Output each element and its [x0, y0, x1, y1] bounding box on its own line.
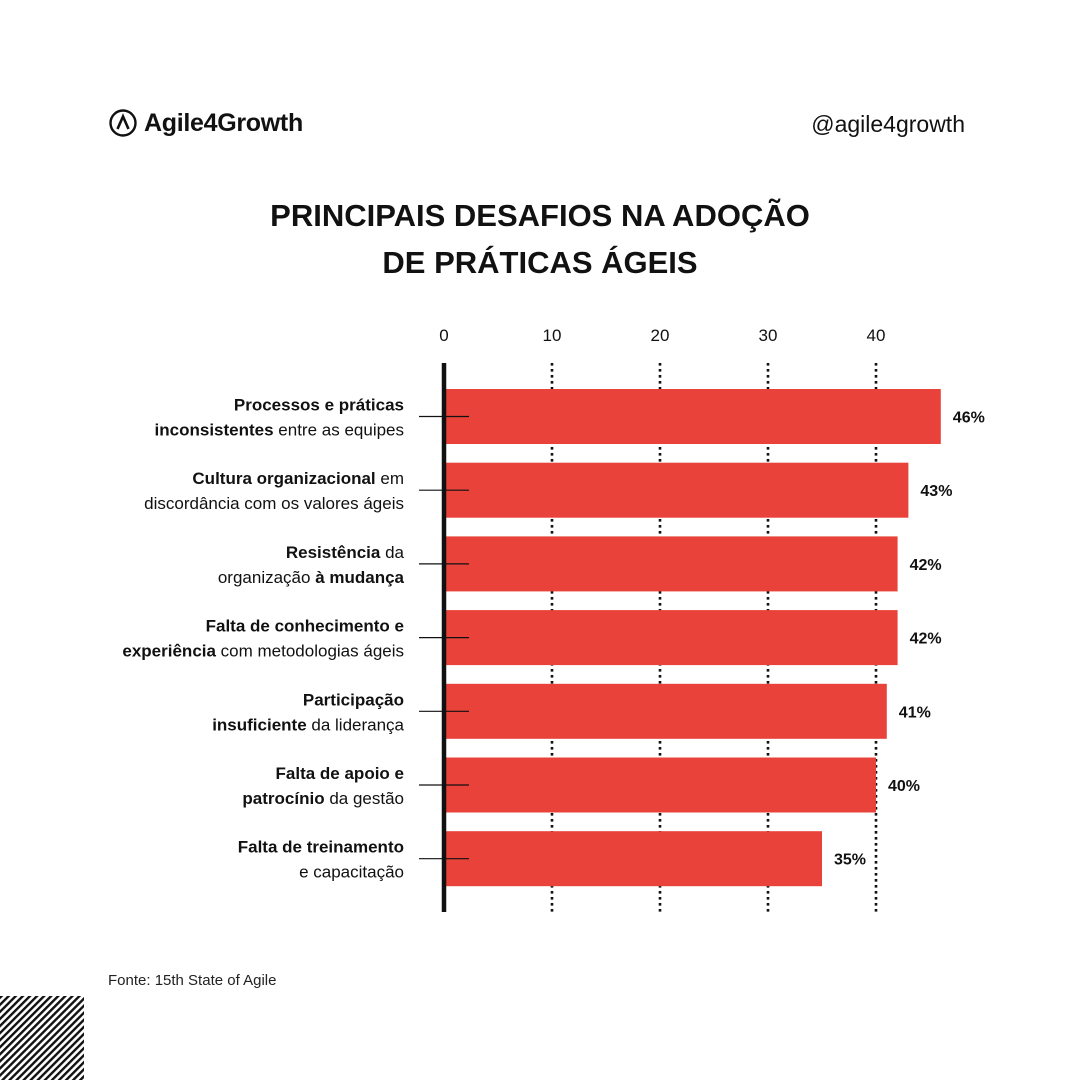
title-line-1: PRINCIPAIS DESAFIOS NA ADOÇÃO — [270, 198, 810, 233]
page-title: PRINCIPAIS DESAFIOS NA ADOÇÃO DE PRÁTICA… — [0, 192, 1080, 286]
bar — [444, 683, 887, 739]
brand-logo: Agile4Growth — [108, 106, 303, 140]
value-label: 43% — [920, 483, 952, 500]
value-label: 35% — [834, 852, 866, 869]
category-label: inconsistentes entre as equipes — [155, 421, 404, 440]
value-label: 46% — [953, 410, 985, 427]
value-label: 40% — [888, 778, 920, 795]
category-label: insuficiente da liderança — [212, 715, 404, 734]
lambda-circle-icon — [109, 109, 137, 137]
value-label: 42% — [910, 557, 942, 574]
bar — [444, 610, 898, 666]
category-label: Falta de conhecimento e — [206, 617, 404, 636]
x-tick-label: 10 — [543, 326, 562, 345]
x-tick-label: 30 — [759, 326, 778, 345]
category-label: organização à mudança — [218, 568, 405, 587]
category-label: patrocínio da gestão — [242, 789, 404, 808]
x-tick-label: 40 — [867, 326, 886, 345]
x-tick-label: 20 — [651, 326, 670, 345]
x-tick-label: 0 — [439, 326, 448, 345]
value-label: 42% — [910, 631, 942, 648]
social-handle: @agile4growth — [811, 111, 965, 137]
category-label: Processos e práticas — [234, 396, 404, 415]
category-label: Resistência da — [286, 543, 405, 562]
category-label: Participação — [303, 690, 404, 709]
value-label: 41% — [899, 704, 931, 721]
brand-name: Agile4Growth — [144, 108, 303, 137]
bar — [444, 831, 822, 887]
bar — [444, 757, 876, 813]
bar — [444, 462, 909, 518]
hatch-pattern-decoration — [0, 996, 84, 1080]
category-label: Falta de treinamento — [238, 838, 404, 857]
category-label: experiência com metodologias ágeis — [122, 642, 404, 661]
title-line-2: DE PRÁTICAS ÁGEIS — [382, 245, 698, 280]
category-label: Cultura organizacional em — [192, 469, 404, 488]
category-label: e capacitação — [299, 863, 404, 882]
category-label: Falta de apoio e — [276, 764, 404, 783]
bar — [444, 389, 941, 444]
category-label: discordância com os valores ágeis — [144, 494, 404, 513]
bar — [444, 536, 898, 592]
source-note: Fonte: 15th State of Agile — [108, 972, 277, 989]
